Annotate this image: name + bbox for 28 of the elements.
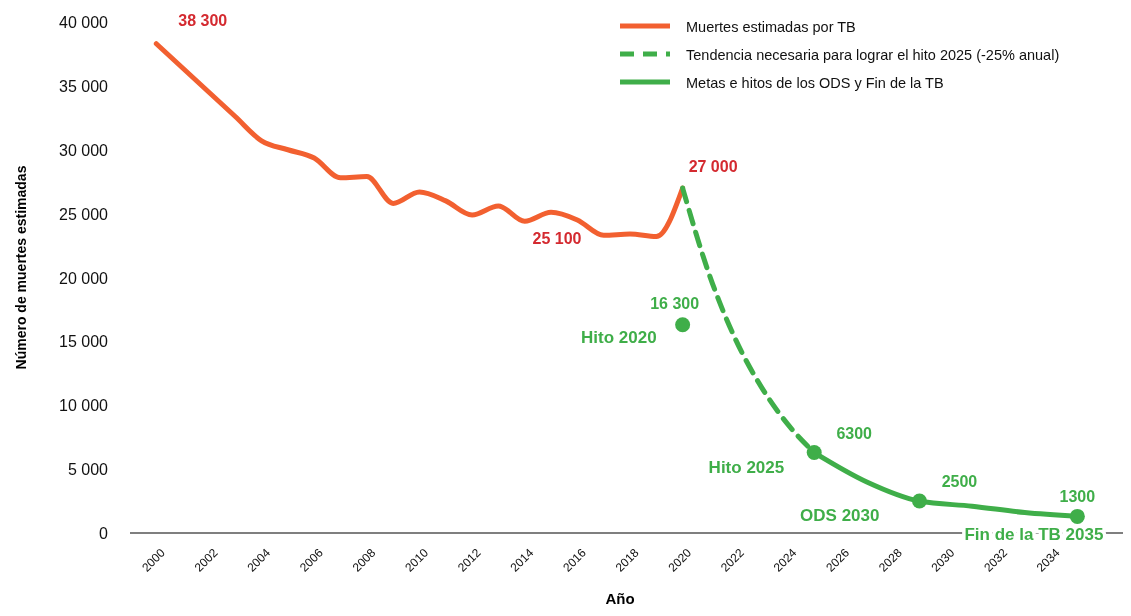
data-label: 27 000 <box>688 158 738 176</box>
data-label: 6300 <box>836 424 873 442</box>
y-tick-label: 35 000 <box>59 77 109 95</box>
data-label: 38 300 <box>178 11 228 29</box>
y-tick-label: 20 000 <box>59 269 109 287</box>
annotation: ODS 2030 <box>800 506 880 526</box>
data-label: 1300 <box>1059 488 1096 506</box>
y-tick-label: 5 000 <box>67 461 109 479</box>
data-label: 16 300 <box>650 294 700 312</box>
y-tick-label: 10 000 <box>59 397 109 415</box>
y-tick-label: 25 000 <box>59 205 109 223</box>
data-label: 25 100 <box>532 230 582 248</box>
annotation: Hito 2020 <box>581 327 657 347</box>
data-label: 2500 <box>941 473 978 491</box>
y-axis-title: Número de muertes estimadas <box>13 165 29 370</box>
y-tick-label: 40 000 <box>59 14 109 31</box>
y-tick-label: 30 000 <box>59 141 109 159</box>
legend-label: Muertes estimadas por TB <box>686 19 856 35</box>
point <box>675 317 691 333</box>
legend-label: Metas e hitos de los ODS y Fin de la TB <box>686 75 944 91</box>
point <box>1069 508 1085 524</box>
y-tick-label: 0 <box>99 525 109 542</box>
legend-label: Tendencia necesaria para lograr el hito 2025 (-25% anual) <box>686 47 1060 63</box>
point <box>806 445 822 461</box>
y-tick-label: 15 000 <box>59 333 109 351</box>
annotation: Hito 2025 <box>708 457 785 477</box>
x-axis-title: Año <box>605 590 635 607</box>
point <box>911 493 927 509</box>
